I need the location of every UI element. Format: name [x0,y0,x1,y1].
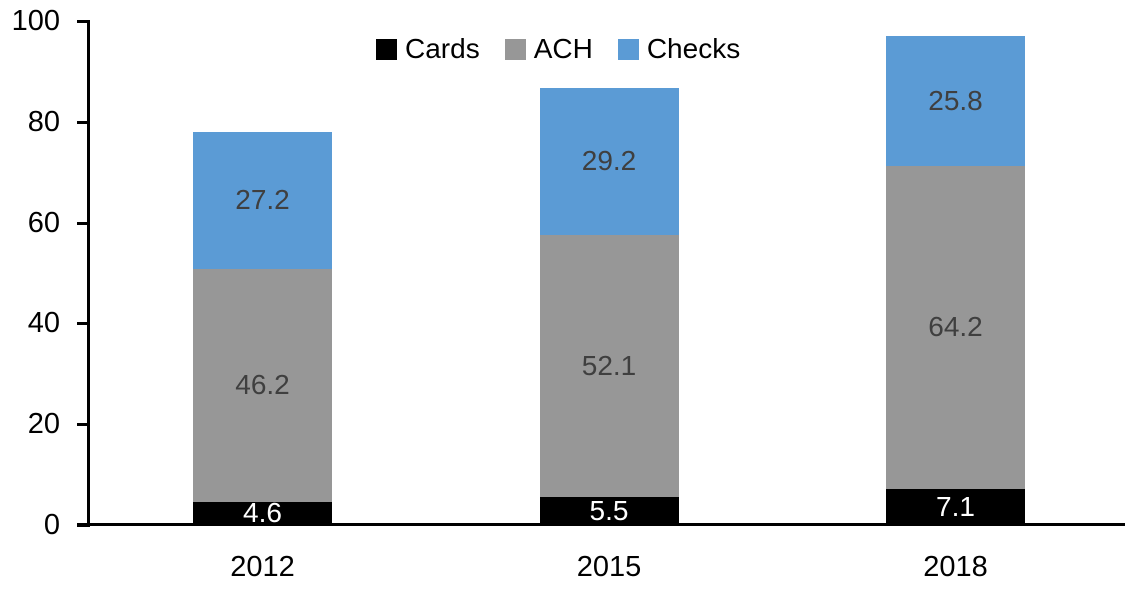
y-axis-tick [77,322,90,326]
bar-segment-ach: 52.1 [539,234,679,498]
y-axis-tick [77,120,90,124]
y-axis-tick [77,524,90,527]
data-label: 29.2 [581,145,637,177]
data-label: 5.5 [589,495,629,527]
legend-item-cards: Cards [376,35,480,63]
legend-label: ACH [533,33,593,64]
y-axis-tick [77,221,90,225]
data-label: 25.8 [928,84,983,116]
bar-2018: 7.1 64.2 25.8 [886,20,1025,525]
bar-segment-checks: 27.2 [193,131,332,269]
bar-2012: 4.6 46.2 27.2 [193,20,332,529]
legend-swatch-icon [376,38,397,60]
y-axis-tick-label: 60 [27,206,60,239]
data-label: 4.6 [243,497,282,529]
y-axis-tick-label: 0 [43,509,60,541]
legend-item-ach: ACH [504,33,593,64]
y-axis-tick [77,20,90,23]
y-axis-line [87,21,90,526]
bar-2015: 5.5 52.1 29.2 [539,20,679,527]
bar-segment-cards: 5.5 [539,495,679,527]
legend: Cards ACH Checks [376,35,740,63]
y-axis-tick-label: 40 [27,307,60,340]
data-label: 52.1 [581,349,637,381]
bar-segment-cards: 4.6 [193,497,332,529]
y-axis-tick [77,423,90,427]
y-axis-tick-label: 20 [27,408,60,441]
bar-segment-ach: 46.2 [193,268,332,502]
x-axis-label: 2015 [576,551,642,583]
legend-swatch-icon [617,38,639,60]
legend-swatch-icon [504,38,526,60]
y-axis-tick-label: 100 [11,5,60,37]
data-label: 27.2 [235,184,290,216]
legend-item-checks: Checks [617,33,741,64]
y-axis-tick-label: 80 [27,105,60,138]
legend-label: Checks [646,33,741,64]
x-axis-label: 2018 [923,551,988,583]
x-axis-label: 2012 [230,551,295,583]
legend-label: Cards [405,33,480,64]
data-label: 7.1 [936,491,975,523]
bar-segment-ach: 64.2 [886,165,1025,490]
data-label: 46.2 [235,369,290,401]
bar-segment-checks: 29.2 [539,87,679,235]
data-label: 64.2 [928,311,983,343]
bar-segment-checks: 25.8 [886,35,1025,166]
bar-segment-cards: 7.1 [886,489,1025,525]
